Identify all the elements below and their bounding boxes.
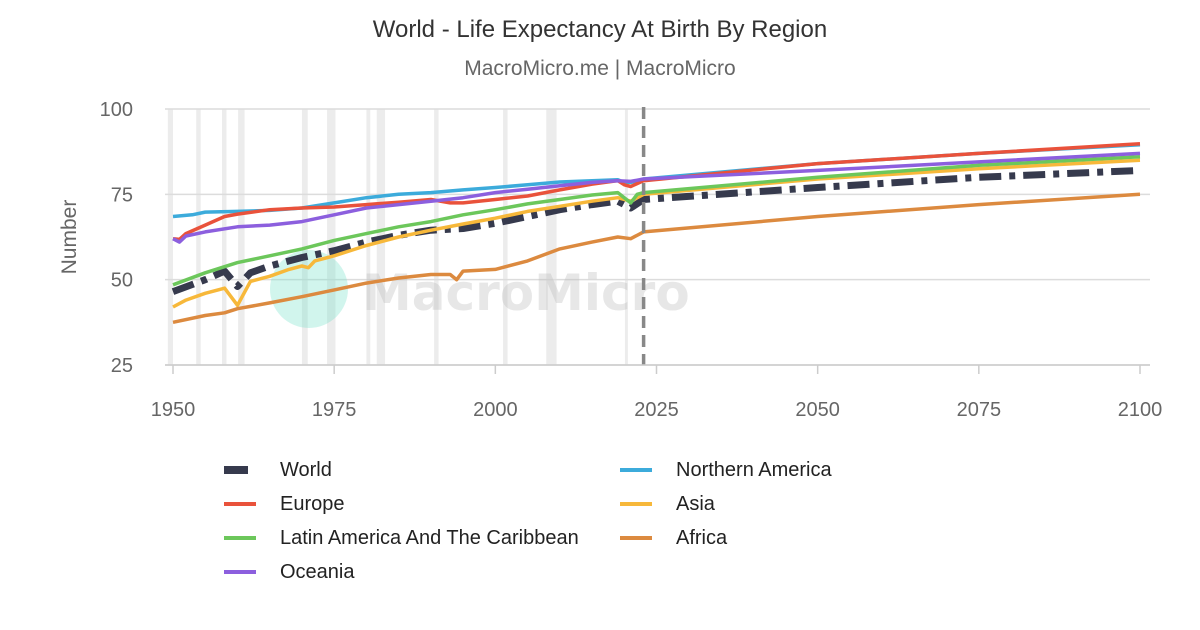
legend-item[interactable]: Oceania (224, 557, 355, 587)
chart-subtitle: MacroMicro.me | MacroMicro (464, 57, 736, 80)
shaded-period (221, 109, 227, 365)
shaded-period (238, 109, 245, 365)
watermark-logo: MacroMicro (270, 250, 690, 328)
y-tick-label: 75 (111, 184, 133, 206)
legend-item[interactable]: Africa (620, 523, 727, 553)
x-tick-label: 1950 (151, 399, 196, 421)
shaded-period (434, 109, 439, 365)
shaded-period (301, 109, 308, 365)
x-tick-label: 2000 (473, 399, 518, 421)
series-line-africa (172, 192, 1141, 325)
shaded-period (503, 109, 508, 365)
x-tick-label: 2075 (957, 399, 1002, 421)
y-tick-label: 100 (100, 99, 133, 121)
x-tick-label: 2025 (634, 399, 679, 421)
legend-label: Asia (676, 492, 715, 515)
legend-label: Europe (280, 492, 345, 515)
shaded-period (167, 109, 173, 365)
legend-swatch (224, 502, 256, 506)
shaded-period (327, 109, 336, 365)
x-tick-label: 2050 (795, 399, 840, 421)
legend-label: Africa (676, 526, 728, 549)
y-tick-label: 50 (111, 270, 133, 292)
legend-item[interactable]: Latin America And The Caribbean (224, 523, 579, 553)
legend-label: Latin America And The Caribbean (280, 526, 579, 549)
legend-swatch (620, 468, 652, 472)
legend-swatch (224, 466, 248, 474)
x-tick-label: 2100 (1118, 399, 1163, 421)
y-tick-label: 25 (111, 355, 133, 377)
legend-label: Oceania (280, 560, 355, 583)
x-tick-label: 1975 (312, 399, 357, 421)
series-line-latin-america-and-the-caribbean (172, 155, 1141, 287)
chart-title: World - Life Expectancy At Birth By Regi… (372, 16, 828, 43)
legend-item[interactable]: Asia (620, 489, 715, 519)
watermark-text: MacroMicro (362, 264, 690, 322)
y-axis-label: Number (58, 200, 81, 275)
legend-swatch (224, 536, 256, 540)
series-line-world (171, 166, 1141, 295)
legend-item[interactable]: World (224, 455, 332, 485)
shaded-period (366, 109, 371, 365)
legend-swatch (620, 502, 652, 506)
series-line-europe (172, 142, 1141, 242)
legend-swatch (224, 570, 256, 574)
legend-item[interactable]: Northern America (620, 455, 832, 485)
legend-item[interactable]: Europe (224, 489, 345, 519)
shaded-period (546, 109, 557, 365)
legend-label: World (280, 458, 332, 481)
shaded-period (196, 109, 201, 365)
legend-swatch (620, 536, 652, 540)
series-line-oceania (172, 151, 1141, 244)
legend-label: Northern America (676, 458, 832, 481)
